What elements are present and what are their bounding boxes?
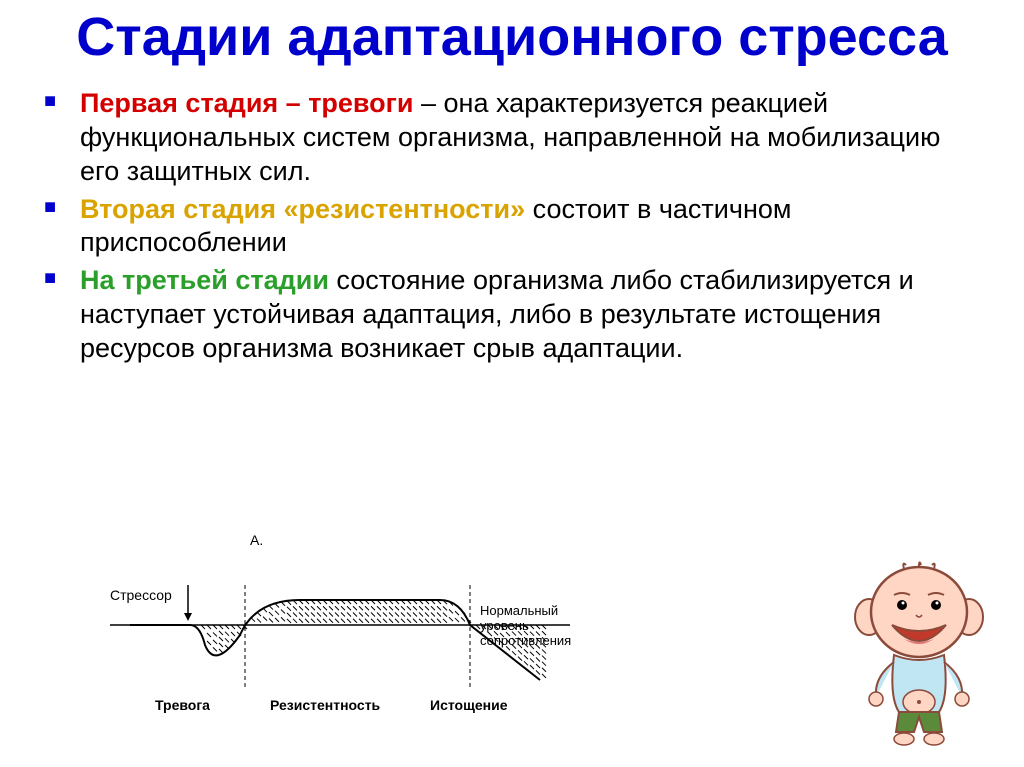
bullet-lead-1: Первая стадия – тревоги [80, 88, 414, 118]
bullet-lead-3: На третьей стадии [80, 265, 329, 295]
svg-text:Стрессор: Стрессор [110, 587, 172, 603]
stress-curve-figure: А. Стрессор Нормальныйуровеньсопротивления… [100, 525, 620, 735]
bullet-item-2: Вторая стадия «резистентности» состоит в… [80, 193, 974, 261]
svg-text:Нормальный: Нормальный [480, 603, 558, 618]
bullet-lead-2: Вторая стадия «резистентности» [80, 194, 525, 224]
svg-text:А.: А. [250, 532, 263, 548]
svg-text:Истощение: Истощение [430, 697, 508, 713]
cartoon-child-icon [844, 557, 994, 747]
page-title: Стадии адаптационного стресса [0, 0, 1024, 87]
svg-text:Резистентность: Резистентность [270, 697, 381, 713]
svg-text:сопротивления: сопротивления [480, 633, 571, 648]
bullet-item-3: На третьей стадии состояние организма ли… [80, 264, 974, 365]
bullet-list: Первая стадия – тревоги – она характериз… [0, 87, 1024, 365]
svg-text:Тревога: Тревога [155, 697, 210, 713]
bullet-item-1: Первая стадия – тревоги – она характериз… [80, 87, 974, 188]
svg-text:уровень: уровень [480, 618, 529, 633]
